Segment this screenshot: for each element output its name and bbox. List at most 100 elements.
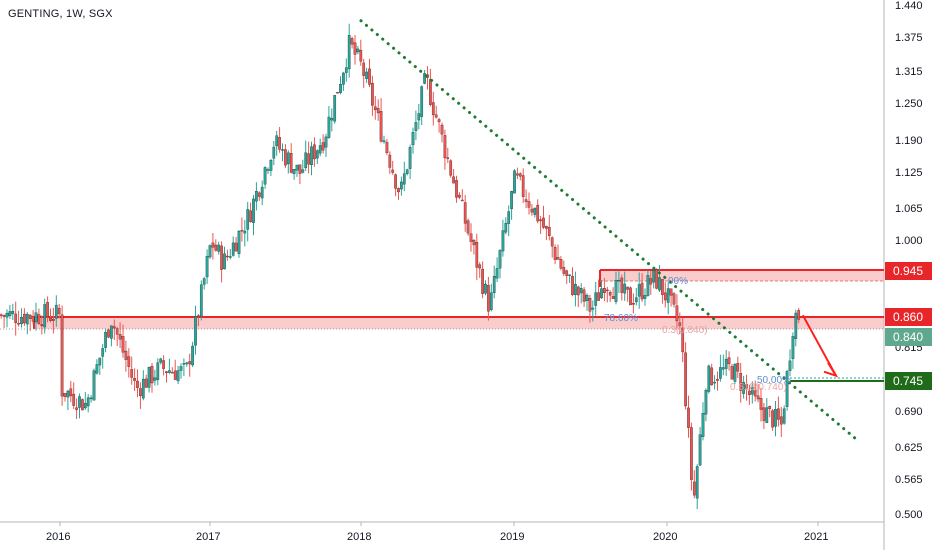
candle-body — [611, 296, 615, 299]
candle-body — [208, 245, 212, 258]
candle-body — [49, 318, 52, 321]
candle-body — [649, 278, 653, 285]
candle-body — [359, 50, 363, 62]
candle-body — [315, 150, 319, 159]
candle-body — [504, 222, 508, 233]
candle-body — [179, 366, 183, 371]
candle-body — [539, 219, 542, 222]
candle-body — [275, 135, 279, 147]
candle-body — [89, 397, 93, 400]
fib-label: 00% — [668, 276, 688, 287]
candle-body — [2, 315, 6, 317]
candle-body — [530, 208, 534, 213]
candle-body — [46, 302, 49, 317]
candle-body — [269, 160, 273, 171]
candle-body — [605, 289, 609, 292]
candle-body — [75, 407, 78, 410]
candle-body — [759, 397, 763, 410]
candle-body — [481, 268, 484, 294]
candle-body — [298, 164, 302, 174]
candle-body — [255, 191, 258, 202]
candle-body — [562, 267, 566, 274]
candle-body — [779, 416, 783, 425]
candle-body — [272, 146, 276, 159]
candle-body — [197, 315, 200, 317]
candle-body — [658, 277, 661, 291]
candle-body — [176, 370, 180, 382]
candle-body — [86, 397, 90, 407]
candle-body — [600, 288, 603, 299]
candle-body — [542, 217, 545, 228]
candle-body — [698, 434, 702, 466]
candle-body — [391, 169, 395, 173]
candle-body — [162, 360, 165, 369]
candle-body — [252, 198, 255, 223]
candle-body — [423, 73, 426, 84]
candle-body — [594, 292, 598, 306]
candle-body — [66, 390, 70, 398]
fib-label: 50.00% — [757, 375, 791, 386]
candle-body — [165, 371, 168, 374]
candle-body — [620, 277, 624, 293]
candle-body — [603, 288, 606, 294]
candle-body — [0, 314, 3, 316]
candle-body — [14, 313, 18, 324]
candle-body — [521, 175, 525, 197]
candle-body — [458, 194, 461, 198]
candle-body — [411, 132, 415, 146]
candle-body — [260, 186, 264, 199]
candle-body — [684, 352, 687, 407]
candle-body — [582, 289, 586, 302]
candle-body — [417, 113, 421, 121]
candle-body — [475, 242, 479, 268]
price-badge — [885, 308, 932, 326]
candle-body — [402, 173, 406, 185]
candle-body — [704, 390, 708, 415]
x-tick-label: 2019 — [500, 531, 524, 543]
candle-body — [141, 378, 145, 399]
candle-body — [110, 325, 113, 339]
candle-body — [431, 102, 435, 116]
candle-body — [695, 466, 699, 499]
candle-body — [614, 280, 618, 302]
candle-body — [727, 357, 731, 365]
candle-body — [205, 256, 209, 278]
candle-body — [263, 167, 267, 185]
candle-body — [188, 361, 192, 365]
candle-body — [634, 297, 638, 303]
candle-body — [440, 124, 444, 135]
candle-body — [133, 377, 136, 381]
candle-body — [118, 334, 122, 340]
y-tick-label: 1.125 — [895, 167, 923, 179]
candle-body — [559, 259, 563, 269]
candle-body — [452, 176, 455, 184]
candle-body — [791, 336, 795, 359]
candle-body — [736, 363, 740, 372]
candle-body — [304, 152, 308, 169]
candle-body — [228, 256, 232, 258]
resistance-zone-upper — [600, 270, 884, 281]
candle-body — [663, 292, 667, 301]
candle-body — [379, 110, 383, 142]
candle-body — [579, 287, 583, 294]
candle-body — [533, 207, 537, 215]
candle-body — [330, 118, 334, 121]
candle-body — [550, 237, 554, 247]
candle-body — [536, 204, 540, 222]
candle-body — [655, 269, 658, 289]
candle-body — [78, 396, 81, 408]
y-tick-label: 1.000 — [895, 235, 923, 247]
candle-body — [710, 367, 714, 386]
candle-body — [11, 310, 15, 314]
candle-body — [446, 157, 450, 159]
candle-body — [310, 146, 313, 166]
candle-body — [443, 135, 447, 159]
candle-body — [498, 250, 502, 269]
y-tick-label: 1.375 — [895, 32, 923, 44]
candle-body — [394, 174, 397, 189]
candle-body — [762, 407, 766, 421]
x-tick-label: 2016 — [46, 531, 70, 543]
candle-body — [455, 180, 458, 198]
price-badge-label: 0.860 — [893, 310, 923, 324]
